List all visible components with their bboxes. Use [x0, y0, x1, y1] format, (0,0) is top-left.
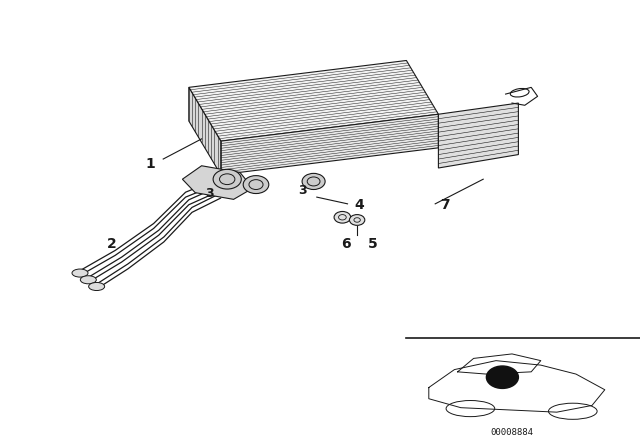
Polygon shape — [189, 60, 438, 141]
Text: 1: 1 — [145, 156, 156, 171]
Circle shape — [213, 169, 241, 189]
Text: 00008884: 00008884 — [490, 428, 534, 437]
Text: 3: 3 — [298, 184, 307, 198]
Polygon shape — [182, 166, 253, 199]
Ellipse shape — [88, 283, 105, 291]
Ellipse shape — [72, 269, 88, 277]
Circle shape — [349, 215, 365, 225]
Circle shape — [243, 176, 269, 194]
Text: 3: 3 — [205, 187, 214, 201]
Text: 6: 6 — [340, 237, 351, 251]
Circle shape — [302, 173, 325, 190]
Text: 2: 2 — [107, 237, 117, 251]
Text: 7: 7 — [440, 198, 450, 212]
Text: 5: 5 — [368, 237, 378, 251]
Text: 4: 4 — [355, 198, 365, 212]
Polygon shape — [189, 87, 221, 175]
Polygon shape — [438, 103, 518, 168]
Ellipse shape — [81, 276, 97, 284]
Circle shape — [334, 211, 351, 223]
Circle shape — [486, 366, 518, 388]
Polygon shape — [221, 114, 438, 175]
